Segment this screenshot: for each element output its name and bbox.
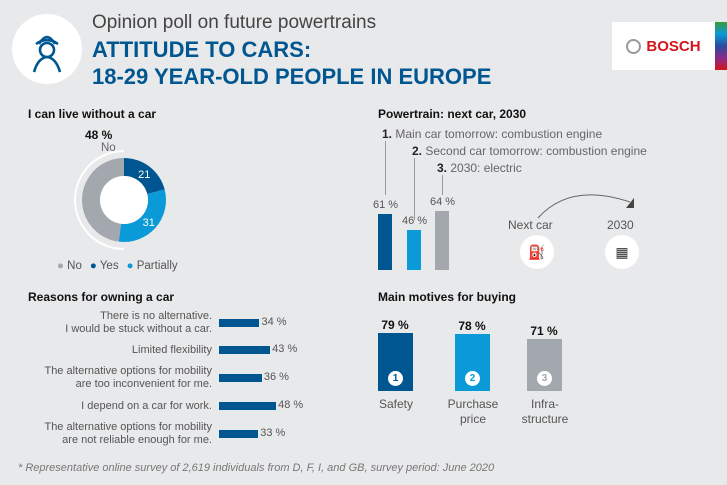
donut-label: 21 — [138, 169, 150, 181]
powertrain-bar — [378, 214, 392, 270]
reason-value: 48 % — [278, 399, 304, 411]
callout-arc — [74, 150, 125, 250]
header-icon-circle — [12, 14, 82, 84]
motive-label: Safety — [378, 397, 414, 411]
powertrain-bar-label: 46 % — [402, 214, 428, 227]
donut-slice-partially — [118, 189, 166, 242]
rank-badge: 1 — [388, 371, 403, 386]
reason-bar — [219, 402, 277, 410]
donut-slice-no — [82, 158, 124, 242]
next-car-label: Next car — [508, 218, 553, 232]
connector-line-1 — [385, 141, 386, 195]
reason-value: 33 % — [260, 427, 286, 439]
bosch-logo: BOSCH — [612, 22, 715, 70]
connector-line-2 — [414, 158, 415, 220]
powertrain-bar — [435, 211, 449, 270]
legend-yes: ● Yes — [89, 260, 119, 272]
connector-line-3 — [442, 175, 443, 195]
reason-bar — [219, 374, 262, 382]
powertrain-item-2: 2. Second car tomorrow: combustion engin… — [412, 144, 647, 158]
powertrain-bar-label: 64 % — [430, 196, 456, 209]
donut-legend: ● No ● Yes ● Partially — [57, 260, 178, 272]
header-subtitle: Opinion poll on future powertrains — [92, 12, 377, 33]
arrow-arc-icon — [537, 194, 634, 219]
donut-title: I can live without a car — [28, 107, 157, 121]
bosch-wordmark: BOSCH — [646, 37, 701, 55]
legend-partially: ● Partially — [126, 260, 178, 272]
person-icon — [32, 35, 62, 73]
reason-value: 43 % — [272, 343, 298, 355]
donut-chart: 21 31 — [74, 150, 166, 250]
reason-label: The alternative options for mobility are… — [44, 421, 212, 446]
motive-label: Purchase price — [447, 397, 499, 426]
reason-bar — [219, 319, 260, 327]
battery-icon: ▦ — [605, 235, 639, 269]
footnote: * Representative online survey of 2,619 … — [18, 462, 495, 474]
reason-label: The alternative options for mobility are… — [44, 365, 212, 390]
legend-no: ● No — [57, 260, 82, 272]
callout-value: 48 % — [85, 128, 113, 142]
rank-badge: 2 — [465, 370, 480, 386]
callout-label: No — [101, 142, 116, 154]
motive-value: 79 % — [381, 318, 409, 332]
donut-slice-yes — [124, 158, 165, 195]
reasons-title: Reasons for owning a car — [28, 290, 175, 304]
motive-bar: 2 — [455, 333, 490, 391]
reason-value: 34 % — [261, 316, 287, 328]
header-title-1: ATTITUDE TO CARS: — [92, 37, 312, 62]
powertrain-item-1: 1. Main car tomorrow: combustion engine — [382, 127, 603, 141]
reason-value: 36 % — [263, 371, 289, 383]
year-2030-label: 2030 — [607, 218, 634, 232]
powertrain-title: Powertrain: next car, 2030 — [378, 107, 527, 121]
header-title-2: 18-29 YEAR-OLD PEOPLE IN EUROPE — [92, 64, 492, 89]
powertrain-bar — [407, 229, 421, 270]
rank-badge: 3 — [537, 370, 552, 386]
motive-value: 78 % — [458, 318, 486, 333]
motives-title: Main motives for buying — [378, 290, 517, 304]
reason-label: Limited flexibility — [131, 344, 212, 356]
donut-label: 31 — [143, 217, 155, 229]
reason-label: There is no alternative. I would be stuc… — [65, 310, 212, 335]
combustion-engine-icon: ⛽ — [520, 235, 554, 269]
motive-bar: 1 — [378, 333, 413, 391]
bosch-armature-icon — [626, 38, 642, 54]
motive-value: 71 % — [530, 323, 558, 338]
reason-bar — [219, 430, 259, 438]
reason-label: I depend on a car for work. — [81, 400, 212, 412]
motive-label: Infra- structure — [521, 397, 569, 426]
brand-color-strip — [715, 22, 727, 70]
powertrain-item-3: 3. 2030: electric — [437, 161, 522, 175]
reason-bar — [219, 346, 271, 354]
motive-bar: 3 — [527, 338, 562, 391]
powertrain-bar-label: 61 % — [373, 199, 399, 211]
